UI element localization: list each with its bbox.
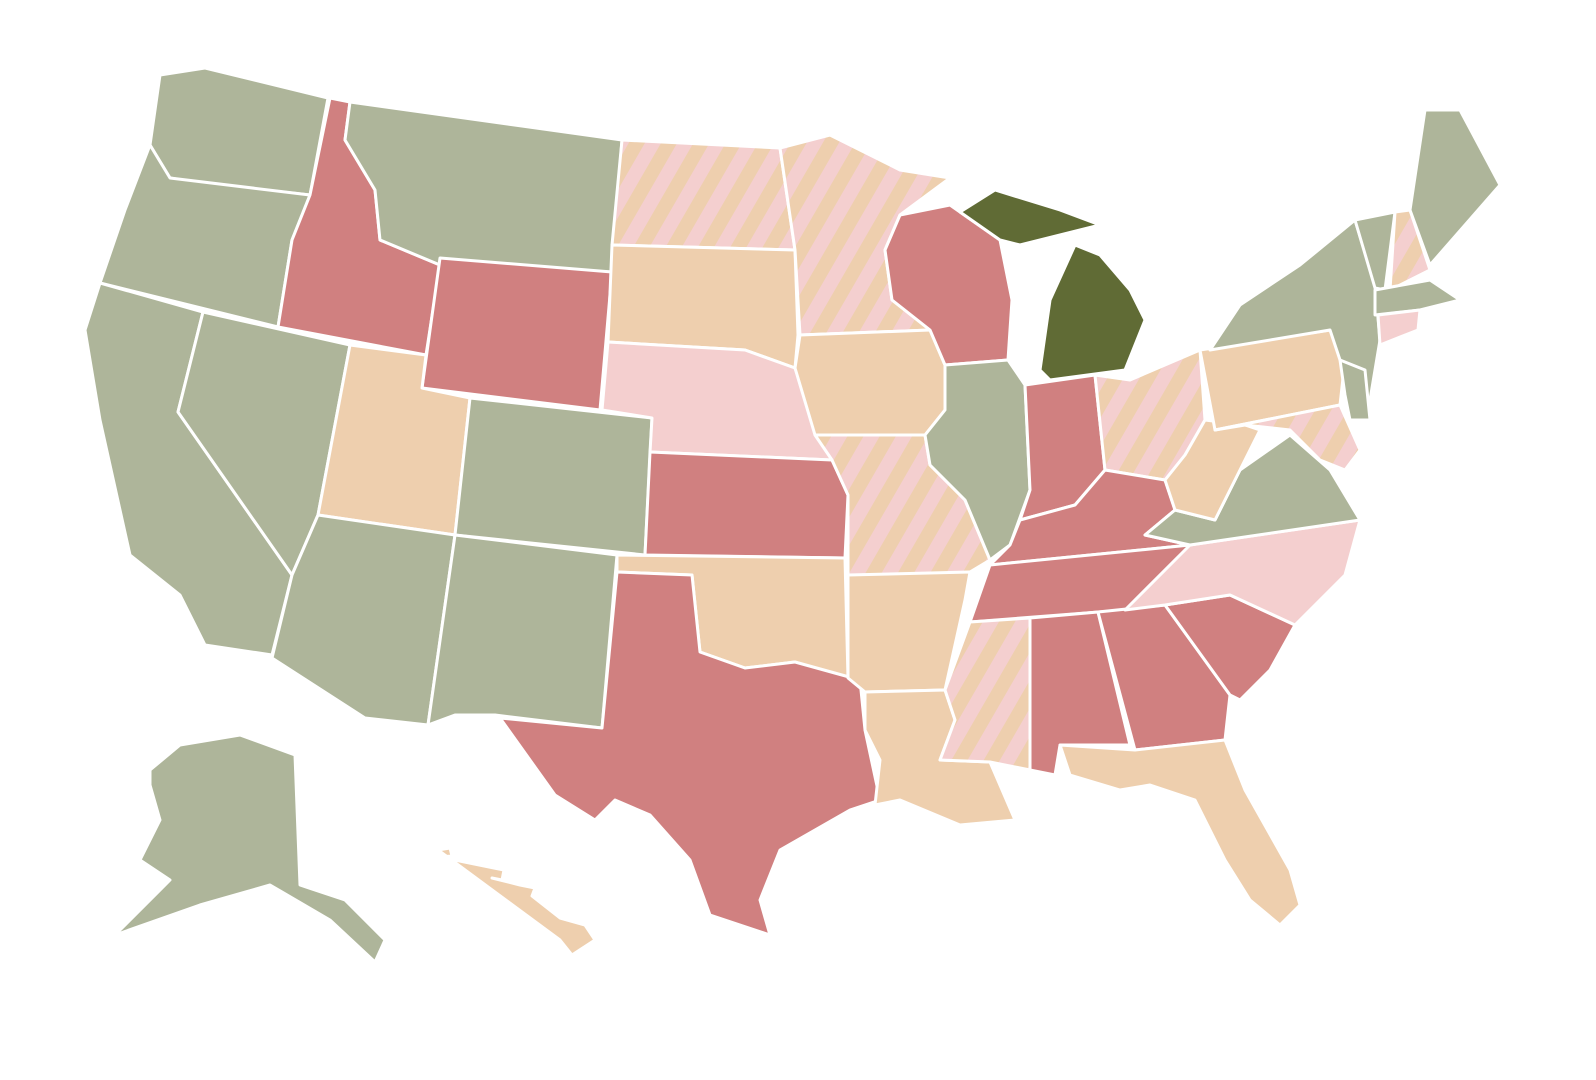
- state-region: [1163, 418, 1262, 522]
- state-region: [793, 328, 947, 437]
- state-region: [420, 256, 614, 412]
- state-region: [1376, 308, 1422, 347]
- state-region: [1373, 278, 1462, 317]
- state-region: [1213, 403, 1362, 472]
- state-region: [426, 533, 619, 730]
- state-region: [1338, 358, 1372, 422]
- state-region: [113, 733, 387, 964]
- state-region: [1388, 208, 1432, 292]
- state-region: [958, 188, 1102, 247]
- state-region: [453, 396, 654, 557]
- state-region: [923, 358, 1032, 562]
- state-region: [643, 450, 850, 560]
- state-region: [1058, 738, 1302, 927]
- state-region: [610, 138, 797, 252]
- state-region: [436, 846, 597, 957]
- state-region: [1408, 108, 1502, 267]
- state-region: [498, 570, 882, 937]
- state-region: [1038, 243, 1147, 382]
